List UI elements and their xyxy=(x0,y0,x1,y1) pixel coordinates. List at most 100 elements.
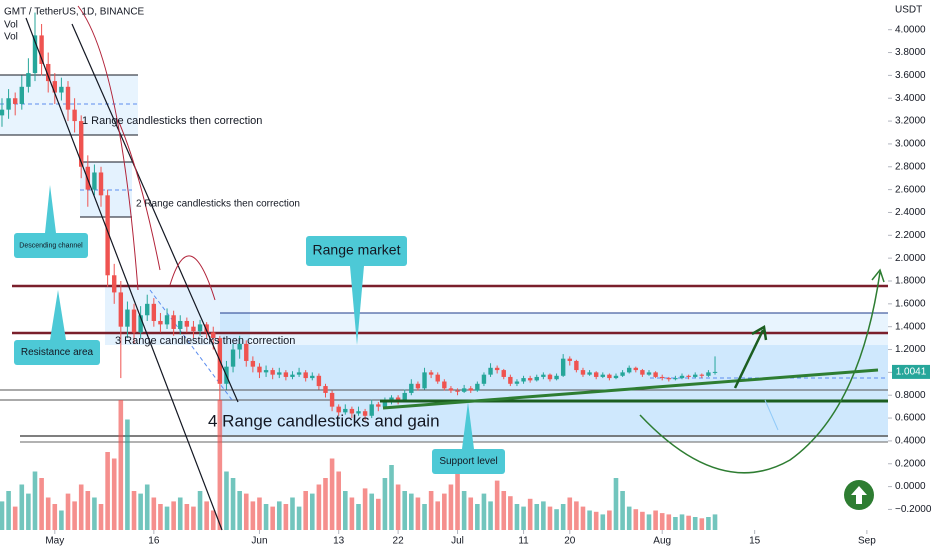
y-tick-label: 0.6000 xyxy=(895,413,926,424)
x-tick-label: Sep xyxy=(858,536,876,547)
volume-bar xyxy=(402,491,408,530)
volume-bar xyxy=(580,506,586,530)
candle-body xyxy=(389,397,394,401)
volume-bar xyxy=(494,480,500,530)
candle-body xyxy=(349,408,355,414)
x-tick-label: Aug xyxy=(653,536,671,547)
candle-body xyxy=(593,372,599,377)
volume-bar xyxy=(177,497,183,530)
y-tick-label: 4.0000 xyxy=(895,24,926,35)
volume-bar xyxy=(151,497,157,530)
volume-bar xyxy=(131,491,137,530)
y-tick-label: 2.0000 xyxy=(895,253,926,264)
candle-body xyxy=(409,383,414,393)
candle-body xyxy=(158,320,163,325)
arc-drawing xyxy=(77,5,139,291)
volume-bar xyxy=(210,510,216,530)
candle-body xyxy=(263,370,269,373)
candle-body xyxy=(435,374,440,382)
volume-bar xyxy=(6,491,11,530)
volume-bar xyxy=(653,510,658,530)
volume-bar xyxy=(329,458,335,530)
volume-bar xyxy=(19,484,25,530)
candle-body xyxy=(32,35,38,74)
volume-bar xyxy=(587,510,592,530)
candle-body xyxy=(679,375,685,379)
volume-bar xyxy=(475,504,480,530)
candle-body xyxy=(673,378,678,380)
last-price-label: 1.0041 xyxy=(896,367,927,378)
volume-bar xyxy=(567,497,573,530)
candle-body xyxy=(52,81,57,93)
x-tick-label: 22 xyxy=(393,536,405,547)
callout-pointer xyxy=(50,290,66,340)
candle-body xyxy=(131,309,137,333)
candle-body xyxy=(250,360,256,367)
volume-bar xyxy=(191,506,196,530)
volume-bar xyxy=(508,496,513,530)
candle-body xyxy=(402,392,407,400)
volume-bar xyxy=(65,493,71,530)
candle-body xyxy=(290,374,295,377)
candle-body xyxy=(164,315,170,325)
callout-box xyxy=(14,233,88,258)
forecast-curve xyxy=(639,271,881,474)
y-tick-label: 0.8000 xyxy=(895,390,926,401)
volume-bar xyxy=(111,458,117,530)
volume-bar xyxy=(59,510,64,530)
candle-body xyxy=(151,303,157,321)
volume-bar xyxy=(560,504,566,530)
candle-body xyxy=(428,372,434,375)
volume-bar xyxy=(164,506,170,530)
candle-body xyxy=(633,367,638,371)
candle-body xyxy=(448,388,454,391)
candle-body xyxy=(600,374,605,377)
y-tick-label: 2.2000 xyxy=(895,230,926,241)
volume-bar xyxy=(607,510,612,530)
y-tick-label: 0.2000 xyxy=(895,458,926,469)
chart-title: GMT / TetherUS, 1D, BINANCE xyxy=(4,7,145,18)
candle-body xyxy=(310,375,315,379)
candle-body xyxy=(693,374,698,377)
candle-body xyxy=(230,349,236,367)
candle-body xyxy=(45,63,51,82)
candle-body xyxy=(712,371,718,373)
candle-body xyxy=(0,109,5,116)
y-tick-label: 2.8000 xyxy=(895,161,926,172)
volume-bar xyxy=(92,497,97,530)
candle-body xyxy=(26,73,31,87)
candle-body xyxy=(481,374,487,384)
candle-body xyxy=(508,376,513,384)
candle-body xyxy=(178,320,183,329)
volume-bar xyxy=(342,491,348,530)
drawing-line xyxy=(25,17,223,531)
volume-bar xyxy=(633,509,639,530)
volume-bar xyxy=(45,497,51,530)
volume-bar xyxy=(415,497,421,530)
candle-body xyxy=(303,372,308,379)
volume-bar xyxy=(626,506,632,530)
callout-pointer xyxy=(462,402,474,449)
y-tick-label: −0.2000 xyxy=(895,504,932,515)
volume-bar xyxy=(613,478,619,530)
candle-body xyxy=(613,375,619,379)
candle-body xyxy=(343,408,348,413)
candle-body xyxy=(475,383,480,391)
last-price-box xyxy=(892,364,930,379)
volume-bar xyxy=(243,493,249,530)
callout-text: Range market xyxy=(313,242,401,258)
volume-bar xyxy=(144,484,150,530)
volume-bar xyxy=(481,493,487,530)
volume-layer xyxy=(0,400,718,530)
candle-body xyxy=(560,358,566,376)
candle-body xyxy=(541,374,546,377)
candle-body xyxy=(640,370,645,375)
volume-bar xyxy=(455,471,460,530)
candle-body xyxy=(191,326,196,332)
candle-body xyxy=(415,383,421,389)
candle-body xyxy=(277,372,282,375)
candle-body xyxy=(59,86,64,93)
candle-body xyxy=(574,360,579,371)
candle-body xyxy=(197,324,203,332)
